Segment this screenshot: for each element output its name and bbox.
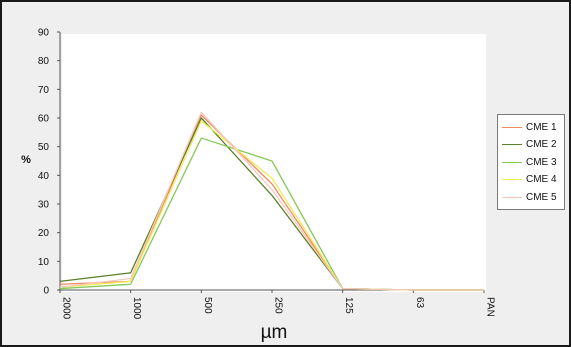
series-line-3 xyxy=(59,137,484,291)
legend-item: CME 5 xyxy=(502,190,557,204)
legend-swatch xyxy=(502,179,522,180)
series-line-2 xyxy=(59,117,484,291)
x-tick-label: 125 xyxy=(343,297,354,314)
y-tick-label: 60 xyxy=(38,114,50,125)
legend-label: CME 1 xyxy=(526,121,557,133)
x-tick-label: 1000 xyxy=(131,297,142,320)
legend-swatch xyxy=(502,196,522,198)
legend-swatch xyxy=(502,144,522,145)
legend-label: CME 3 xyxy=(526,156,557,168)
y-tick-label: 30 xyxy=(38,200,50,211)
legend: CME 1 CME 2 CME 3 CME 4 CME 5 xyxy=(497,114,565,210)
x-axis-title: µm xyxy=(261,322,288,343)
legend-swatch xyxy=(502,126,522,128)
legend-item: CME 2 xyxy=(502,138,557,152)
legend-label: CME 4 xyxy=(526,174,557,185)
y-tick-label: 0 xyxy=(43,286,49,297)
legend-item: CME 1 xyxy=(502,120,557,134)
x-tick-label: PAN xyxy=(485,297,496,317)
y-tick-label: 80 xyxy=(38,56,50,67)
legend-label: CME 2 xyxy=(526,139,557,150)
y-tick-label: 20 xyxy=(38,228,50,239)
series-line-5 xyxy=(59,111,484,291)
y-axis-title: % xyxy=(21,154,31,166)
x-tick-label: 250 xyxy=(273,297,284,314)
y-tick-label: 40 xyxy=(38,171,50,182)
series-line-1 xyxy=(59,114,484,291)
x-tick-label: 63 xyxy=(414,297,425,309)
legend-item: CME 3 xyxy=(502,155,557,169)
y-tick-label: 50 xyxy=(38,142,50,153)
series-line-4 xyxy=(59,120,484,291)
x-tick-label: 2000 xyxy=(61,297,72,320)
legend-label: CME 5 xyxy=(526,191,557,203)
y-tick-label: 90 xyxy=(38,28,50,39)
y-tick-label: 10 xyxy=(38,257,50,268)
legend-item: CME 4 xyxy=(502,173,557,187)
legend-swatch xyxy=(502,161,522,163)
x-tick-label: 500 xyxy=(202,297,213,314)
y-tick-label: 70 xyxy=(38,85,50,96)
plot-area xyxy=(62,34,486,292)
